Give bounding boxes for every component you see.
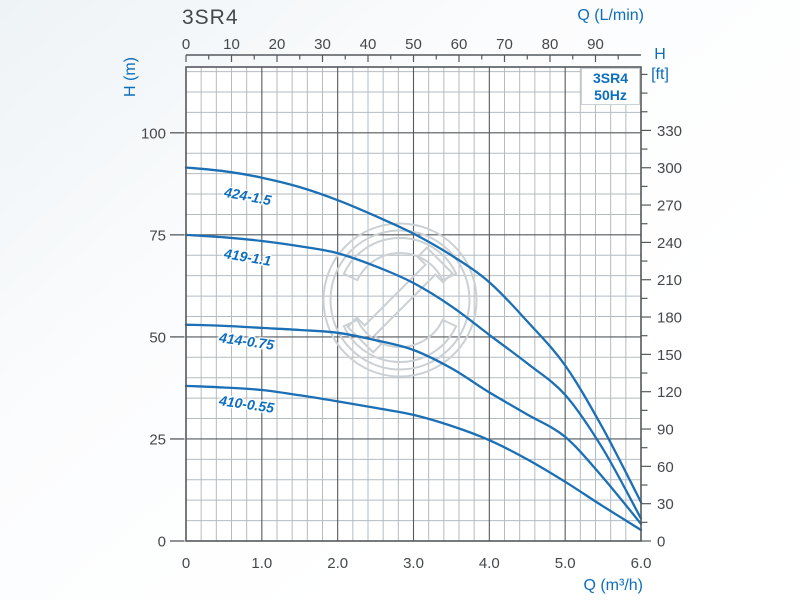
top-tick-label: 70 [496, 36, 513, 53]
curve-414-0.75 [184, 323, 643, 526]
right-tick-label: 60 [657, 459, 674, 476]
left-axis: 0 25 50 75 100 [141, 125, 185, 551]
bottom-axis-label: Q (m³/h) [583, 577, 643, 594]
legend-frequency: 50Hz [594, 86, 627, 103]
top-tick-label: 40 [360, 36, 377, 53]
right-axis: 0 30 60 90 120 150 180 210 240 270 300 330 [641, 73, 682, 551]
bottom-tick-label: 5.0 [555, 555, 576, 572]
bottom-tick-label: 4.0 [479, 555, 500, 572]
top-tick-label: 10 [223, 36, 240, 53]
top-tick-label: 80 [542, 36, 559, 53]
right-tick-label: 0 [657, 534, 665, 551]
watermark-logo [322, 222, 478, 378]
right-axis-label: H [654, 46, 666, 63]
legend-box: 3SR4 50Hz [581, 68, 640, 105]
top-tick-label: 30 [314, 36, 331, 53]
bottom-tick-label: 0 [182, 555, 190, 572]
right-tick-label: 330 [657, 123, 682, 140]
right-tick-label: 270 [657, 198, 682, 215]
right-tick-label: 240 [657, 235, 682, 252]
legend-model: 3SR4 [592, 69, 629, 86]
top-axis [185, 54, 641, 62]
right-tick-label: 90 [657, 422, 674, 439]
curve-410-0.55 [184, 384, 643, 532]
top-tick-label: 0 [182, 36, 190, 53]
right-tick-label: 210 [657, 272, 682, 289]
left-tick-label: 100 [141, 125, 166, 142]
left-tick-label: 75 [149, 227, 166, 244]
curve-419-1.1 [184, 233, 643, 520]
top-axis-label: Q (L/min) [577, 7, 644, 24]
top-tick-label: 50 [405, 36, 422, 53]
bottom-tick-label: 2.0 [327, 555, 348, 572]
right-tick-label: 150 [657, 347, 682, 364]
left-axis-label: H (m) [122, 57, 139, 97]
right-tick-label: 120 [657, 384, 682, 401]
chart-title: 3SR4 [182, 6, 239, 29]
top-tick-label: 60 [451, 36, 468, 53]
left-tick-label: 0 [158, 534, 166, 551]
bottom-tick-label: 6.0 [631, 555, 652, 572]
bottom-tick-label: 1.0 [251, 555, 272, 572]
left-tick-label: 50 [149, 329, 166, 346]
right-axis-unit-label: [ft] [651, 66, 669, 83]
top-axis-tick-labels: 0 10 20 30 40 50 60 70 80 90 [182, 36, 604, 53]
right-tick-label: 300 [657, 160, 682, 177]
plot-border [185, 66, 642, 542]
top-tick-label: 90 [587, 36, 604, 53]
bottom-tick-label: 3.0 [403, 555, 424, 572]
right-tick-label: 180 [657, 310, 682, 327]
left-tick-label: 25 [149, 431, 166, 448]
right-tick-label: 30 [657, 496, 674, 513]
top-tick-label: 20 [269, 36, 286, 53]
bottom-axis-tick-labels: 0 1.0 2.0 3.0 4.0 5.0 6.0 [182, 555, 652, 572]
curve-424-1.5 [184, 166, 643, 504]
